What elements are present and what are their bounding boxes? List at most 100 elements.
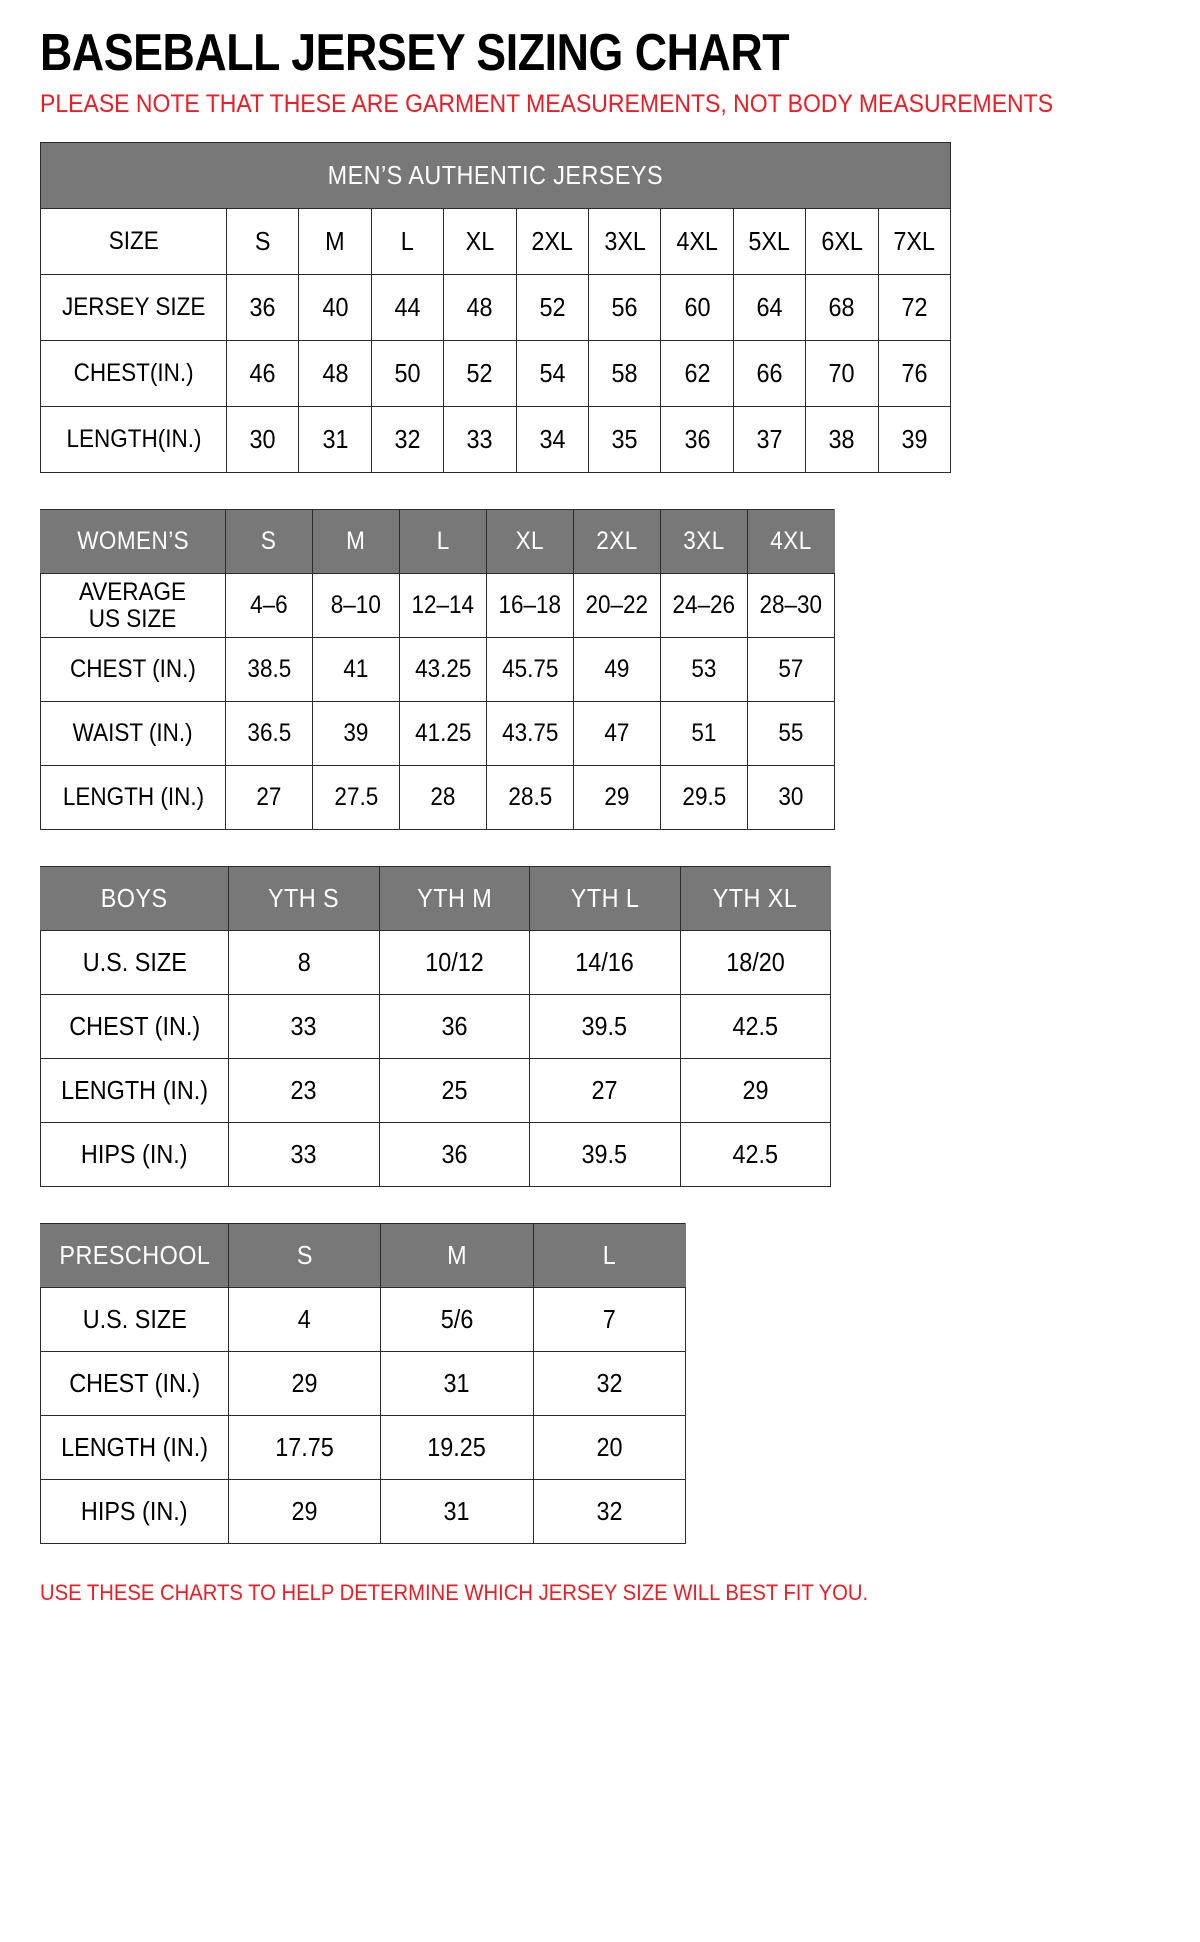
table-cell: 54 [515, 340, 589, 408]
boys-col-yth-s: YTH S [228, 866, 380, 932]
table-row: AVERAGE US SIZE 4–6 8–10 12–14 16–18 20–… [40, 573, 835, 639]
preschool-sizing-table: PRESCHOOL S M L U.S. SIZE 4 5/6 7 CHEST … [40, 1223, 686, 1545]
table-cell: 52 [515, 274, 589, 342]
table-cell: 48 [443, 274, 517, 342]
womens-row-label-average-us-size: AVERAGE US SIZE [40, 573, 226, 639]
table-cell: 14/16 [529, 930, 681, 996]
table-cell: 8–10 [312, 573, 400, 639]
table-row: CHEST (IN.) 33 36 39.5 42.5 [40, 994, 831, 1060]
table-cell: 23 [228, 1058, 380, 1124]
womens-col-xl: XL [486, 509, 574, 575]
table-cell: 28–30 [747, 573, 835, 639]
table-cell: 60 [660, 274, 734, 342]
table-cell: 20–22 [573, 573, 661, 639]
womens-table-header-row: WOMEN’S S M L XL 2XL 3XL 4XL [40, 509, 835, 575]
boys-sizing-table: BOYS YTH S YTH M YTH L YTH XL U.S. SIZE … [40, 866, 831, 1188]
table-row: U.S. SIZE 8 10/12 14/16 18/20 [40, 930, 831, 996]
mens-col-3xl: 3XL [587, 208, 662, 276]
table-cell: 36 [378, 1122, 530, 1188]
table-cell: 8 [228, 930, 380, 996]
mens-table-header-row: SIZE S M L XL 2XL 3XL 4XL 5XL 6XL 7XL [40, 208, 951, 276]
table-row: CHEST(IN.) 46 48 50 52 54 58 62 66 70 76 [40, 340, 951, 408]
table-cell: 72 [877, 274, 951, 342]
boys-col-boys: BOYS [40, 866, 229, 932]
table-cell: 38 [805, 406, 879, 474]
table-row: JERSEY SIZE 36 40 44 48 52 56 60 64 68 7… [40, 274, 951, 342]
table-cell: 4–6 [225, 573, 313, 639]
womens-col-m: M [312, 509, 400, 575]
table-row: HIPS (IN.) 33 36 39.5 42.5 [40, 1122, 831, 1188]
womens-row-label-chest: CHEST (IN.) [40, 637, 226, 703]
table-cell: 12–14 [399, 573, 487, 639]
womens-col-l: L [399, 509, 487, 575]
table-cell: 35 [587, 406, 662, 474]
table-cell: 16–18 [486, 573, 574, 639]
table-cell: 28.5 [486, 765, 574, 831]
table-cell: 39.5 [529, 994, 681, 1060]
boys-row-label-hips: HIPS (IN.) [40, 1122, 229, 1188]
table-cell: 29 [227, 1351, 382, 1417]
table-cell: 33 [443, 406, 517, 474]
table-cell: 57 [747, 637, 835, 703]
table-row: HIPS (IN.) 29 31 32 [40, 1479, 686, 1545]
table-cell: 7 [532, 1287, 686, 1353]
table-cell: 68 [805, 274, 879, 342]
preschool-row-label-hips: HIPS (IN.) [40, 1479, 229, 1545]
table-cell: 33 [228, 1122, 380, 1188]
table-cell: 36 [225, 274, 300, 342]
table-cell: 48 [298, 340, 372, 408]
table-cell: 41.25 [399, 701, 487, 767]
table-cell: 29 [227, 1479, 382, 1545]
table-cell: 55 [747, 701, 835, 767]
table-cell: 36.5 [225, 701, 313, 767]
table-cell: 70 [805, 340, 879, 408]
table-cell: 58 [587, 340, 662, 408]
table-cell: 51 [660, 701, 748, 767]
table-cell: 30 [747, 765, 835, 831]
womens-row-label-waist: WAIST (IN.) [40, 701, 226, 767]
table-cell: 39 [877, 406, 951, 474]
table-row: CHEST (IN.) 38.5 41 43.25 45.75 49 53 57 [40, 637, 835, 703]
mens-col-7xl: 7XL [877, 208, 951, 276]
table-cell: 37 [732, 406, 807, 474]
table-cell: 31 [298, 406, 372, 474]
preschool-col-preschool: PRESCHOOL [40, 1223, 229, 1289]
table-row: LENGTH (IN.) 17.75 19.25 20 [40, 1415, 686, 1481]
table-cell: 5/6 [380, 1287, 534, 1353]
table-cell: 32 [532, 1351, 686, 1417]
mens-col-5xl: 5XL [732, 208, 807, 276]
table-cell: 52 [443, 340, 517, 408]
preschool-row-label-length: LENGTH (IN.) [40, 1415, 229, 1481]
table-cell: 32 [370, 406, 445, 474]
table-row: U.S. SIZE 4 5/6 7 [40, 1287, 686, 1353]
mens-col-4xl: 4XL [660, 208, 734, 276]
table-cell: 25 [378, 1058, 530, 1124]
womens-col-2xl: 2XL [573, 509, 661, 575]
table-cell: 45.75 [486, 637, 574, 703]
table-cell: 44 [370, 274, 445, 342]
womens-col-womens: WOMEN’S [40, 509, 226, 575]
table-row: LENGTH (IN.) 27 27.5 28 28.5 29 29.5 30 [40, 765, 835, 831]
page-title: BASEBALL JERSEY SIZING CHART [40, 24, 790, 82]
boys-table-header-row: BOYS YTH S YTH M YTH L YTH XL [40, 866, 831, 932]
womens-col-s: S [225, 509, 313, 575]
womens-row-label-length: LENGTH (IN.) [40, 765, 226, 831]
preschool-col-s: S [227, 1223, 382, 1289]
footer-note: USE THESE CHARTS TO HELP DETERMINE WHICH… [40, 1580, 869, 1606]
boys-row-label-us-size: U.S. SIZE [40, 930, 229, 996]
mens-col-xl: XL [443, 208, 517, 276]
table-cell: 27.5 [312, 765, 400, 831]
table-cell: 27 [225, 765, 313, 831]
table-cell: 64 [732, 274, 807, 342]
table-row: LENGTH (IN.) 23 25 27 29 [40, 1058, 831, 1124]
table-cell: 66 [732, 340, 807, 408]
table-cell: 10/12 [378, 930, 530, 996]
table-cell: 29.5 [660, 765, 748, 831]
womens-sizing-table: WOMEN’S S M L XL 2XL 3XL 4XL AVERAGE US … [40, 509, 835, 831]
table-cell: 56 [587, 274, 662, 342]
table-cell: 38.5 [225, 637, 313, 703]
table-cell: 4 [227, 1287, 382, 1353]
table-cell: 42.5 [679, 1122, 831, 1188]
boys-col-yth-m: YTH M [378, 866, 530, 932]
